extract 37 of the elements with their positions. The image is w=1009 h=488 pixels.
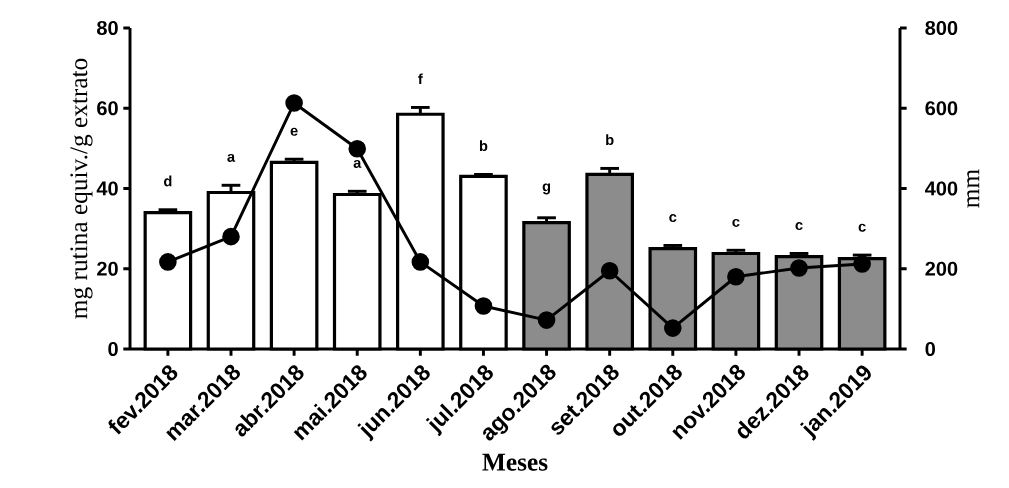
point — [222, 227, 240, 246]
y-tick-label: 60 — [97, 101, 118, 116]
point — [790, 259, 808, 277]
y-tick-label: 0 — [108, 341, 118, 357]
y-tick-label: 40 — [96, 181, 118, 196]
annotation: e — [290, 127, 298, 136]
point — [600, 261, 619, 280]
y2-tick-label: 600 — [925, 101, 958, 116]
point — [663, 319, 682, 337]
point — [727, 267, 745, 286]
point — [853, 255, 871, 273]
annotation: d — [164, 175, 172, 187]
annotation: a — [353, 159, 362, 168]
y2-tick-label: 800 — [925, 20, 958, 36]
y2-tick-label: 200 — [925, 261, 958, 276]
y-tick-label: 80 — [97, 20, 118, 36]
x-axis-title: Meses — [482, 453, 548, 471]
y2-axis-title: mm — [967, 169, 980, 208]
y2-tick-label: 400 — [925, 181, 958, 196]
annotation: c — [858, 223, 866, 232]
point — [411, 253, 430, 271]
y2-tick-label: 0 — [925, 341, 935, 357]
annotation: a — [227, 153, 236, 162]
point — [348, 139, 367, 158]
annotation: b — [606, 134, 614, 146]
point — [159, 253, 177, 271]
point — [474, 297, 493, 315]
point — [285, 94, 303, 112]
annotation: c — [795, 222, 803, 231]
annotation: b — [479, 140, 488, 152]
annotation: f — [418, 73, 423, 85]
annotation: c — [732, 218, 740, 227]
annotation: g — [542, 183, 551, 195]
annotation: c — [669, 214, 677, 223]
point — [537, 311, 556, 329]
y-axis-title: mg rutina equiv./g extrato — [70, 58, 93, 319]
y-tick-label: 20 — [97, 261, 118, 276]
